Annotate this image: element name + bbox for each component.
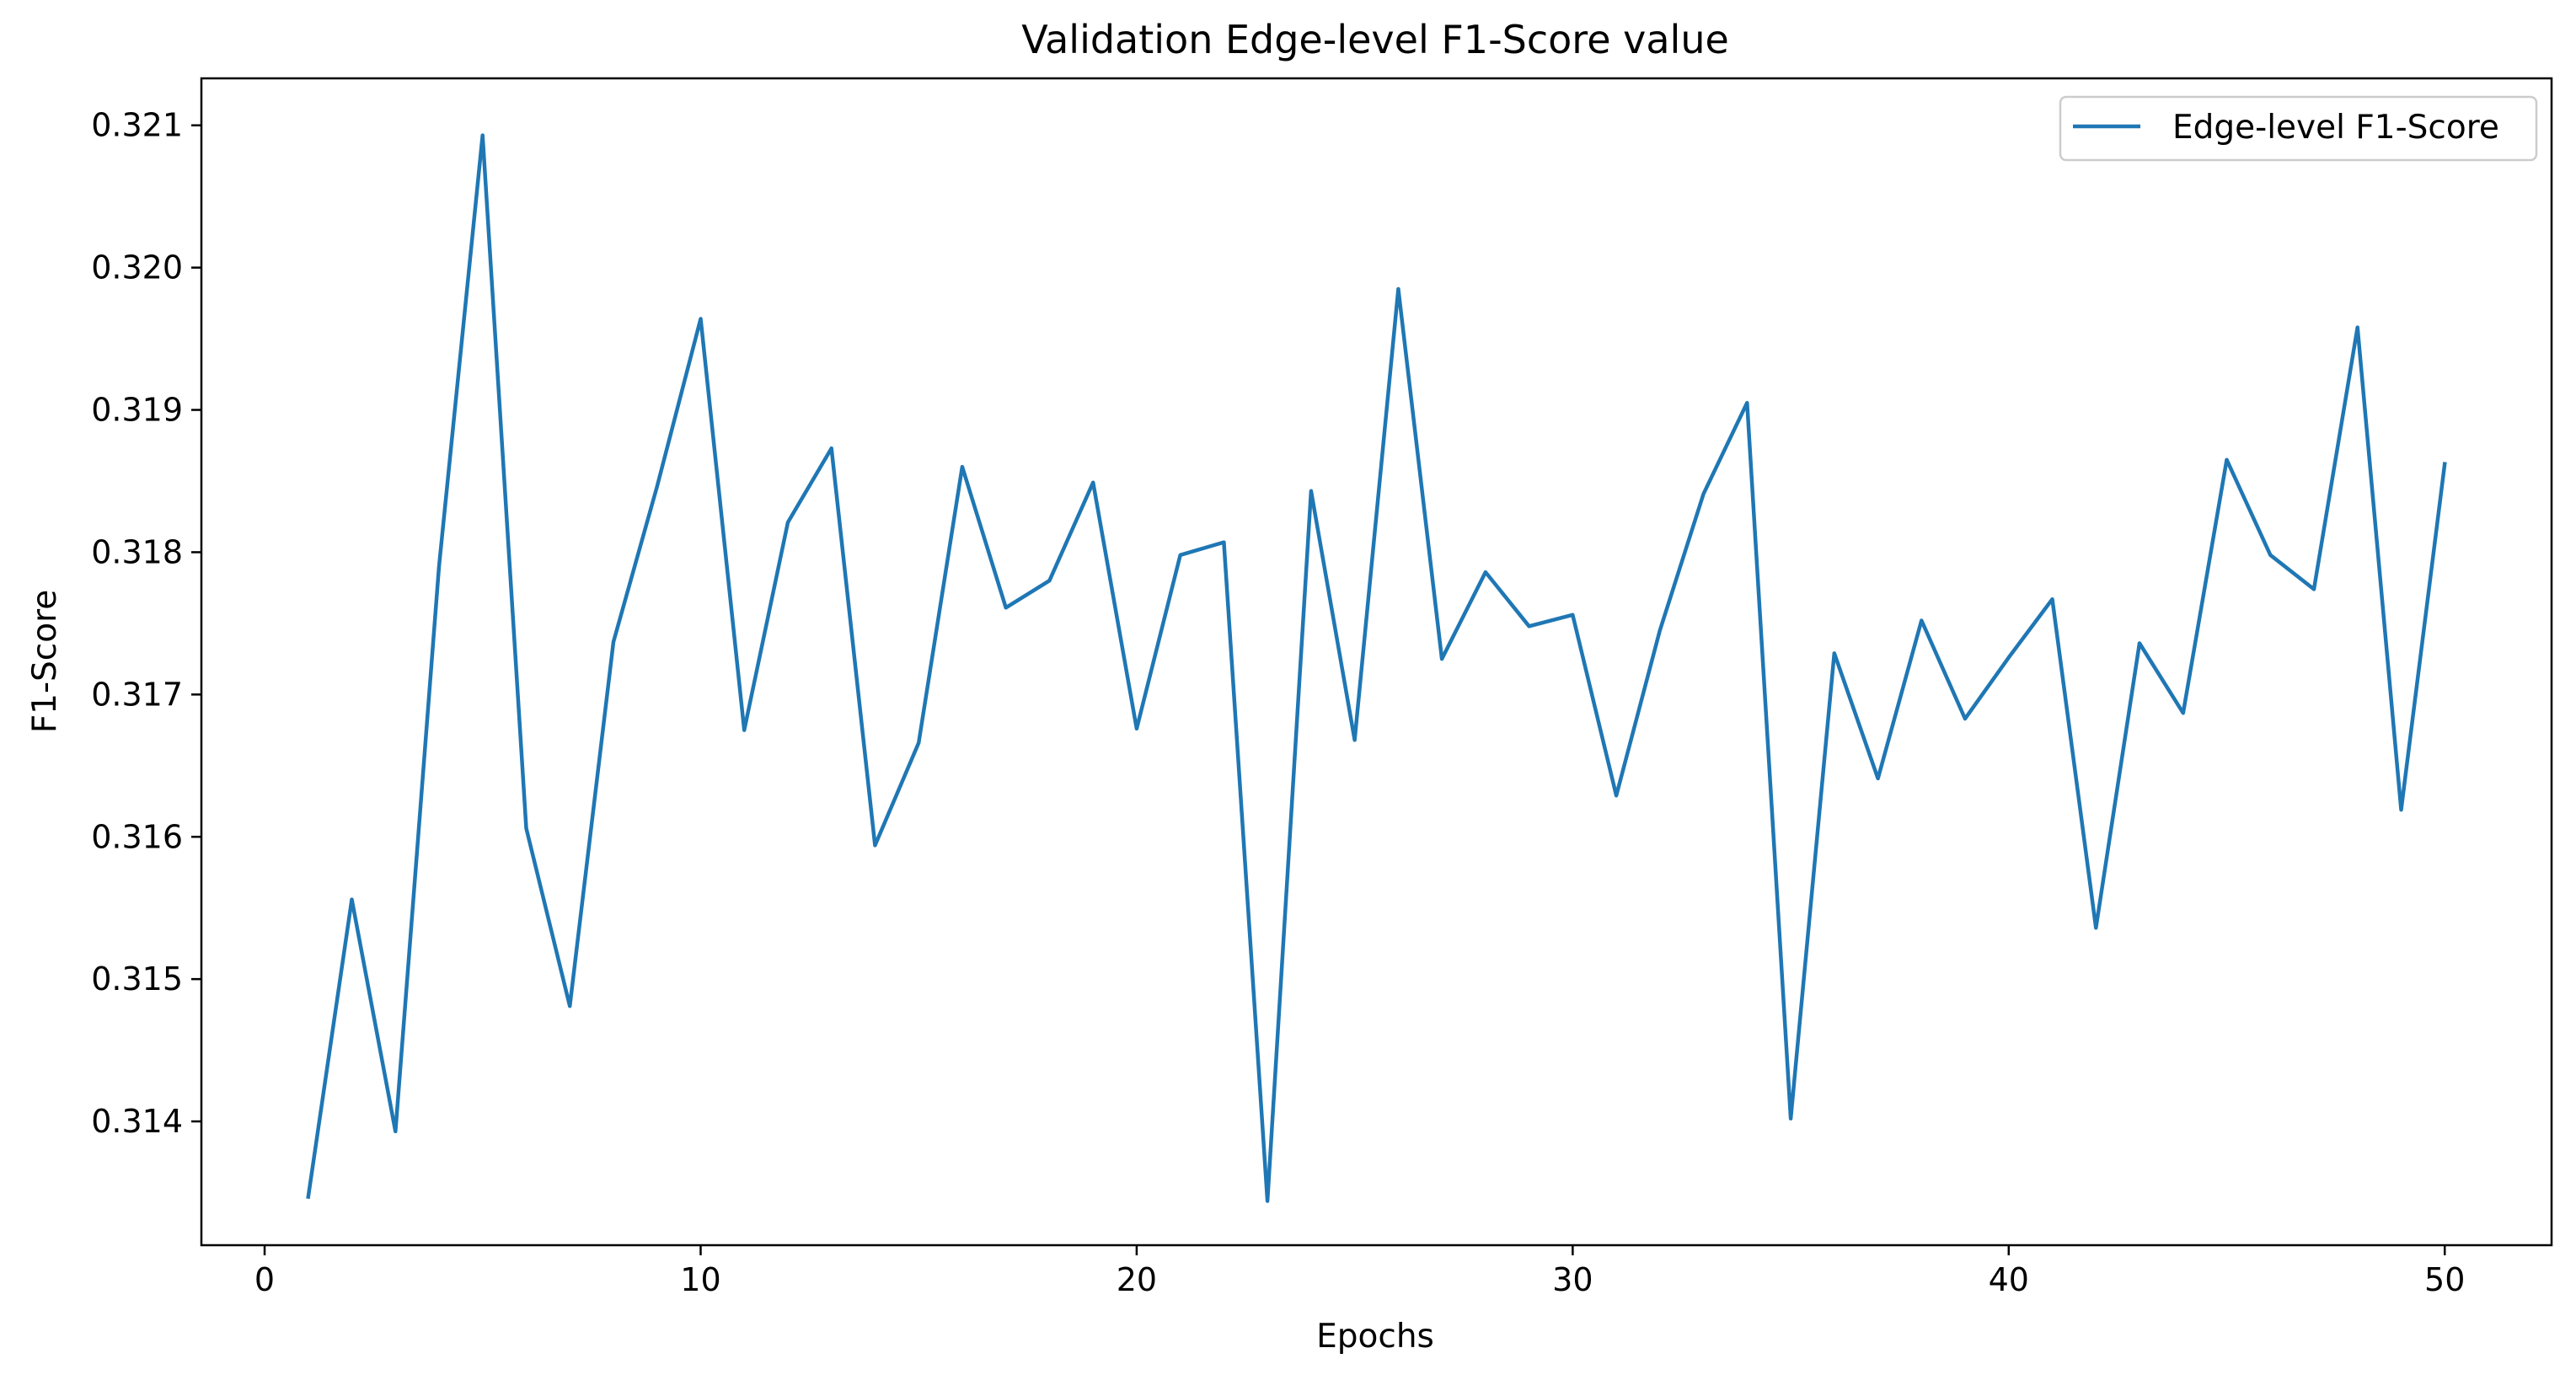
legend-box <box>2059 95 2538 162</box>
y-tick-label: 0.321 <box>91 107 183 144</box>
plot-background <box>201 78 2552 1245</box>
x-axis-ticks: 0 10 20 30 40 50 <box>254 1245 2465 1298</box>
x-tick-label: 30 <box>1552 1261 1593 1298</box>
y-tick-label: 0.317 <box>91 676 183 713</box>
series-line <box>306 133 2447 1203</box>
chart-title: Validation Edge-level F1-Score value <box>1021 17 1729 62</box>
y-tick-label: 0.314 <box>91 1103 183 1140</box>
x-axis-title: Epochs <box>1316 1318 1434 1356</box>
y-axis-title: F1-Score <box>26 590 64 734</box>
y-axis-ticks: 0.314 0.315 0.316 0.317 0.318 0.319 0.320 0.321 <box>91 107 201 1140</box>
x-tick-label: 50 <box>2424 1261 2465 1298</box>
series-layer <box>306 133 2447 1203</box>
plot-frame <box>200 77 2553 1247</box>
y-tick-label: 0.319 <box>91 392 183 429</box>
y-tick-label: 0.318 <box>91 533 183 570</box>
y-tick-label: 0.315 <box>91 960 183 998</box>
plot-area: 0 10 20 30 40 50 0.3140.3150.3160.3170.3180.3… <box>91 77 2553 1298</box>
x-tick-label: 20 <box>1117 1261 1157 1298</box>
y-tick-label: 0.316 <box>91 818 183 855</box>
x-tick-label: 40 <box>1989 1261 2029 1298</box>
x-tick-label: 10 <box>680 1261 720 1298</box>
x-tick-label: 0 <box>254 1261 275 1298</box>
y-tick-label: 0.320 <box>91 249 183 286</box>
legend: Edge-level F1-Score <box>2059 95 2538 162</box>
legend-label: Edge-level F1-Score <box>2172 109 2499 147</box>
